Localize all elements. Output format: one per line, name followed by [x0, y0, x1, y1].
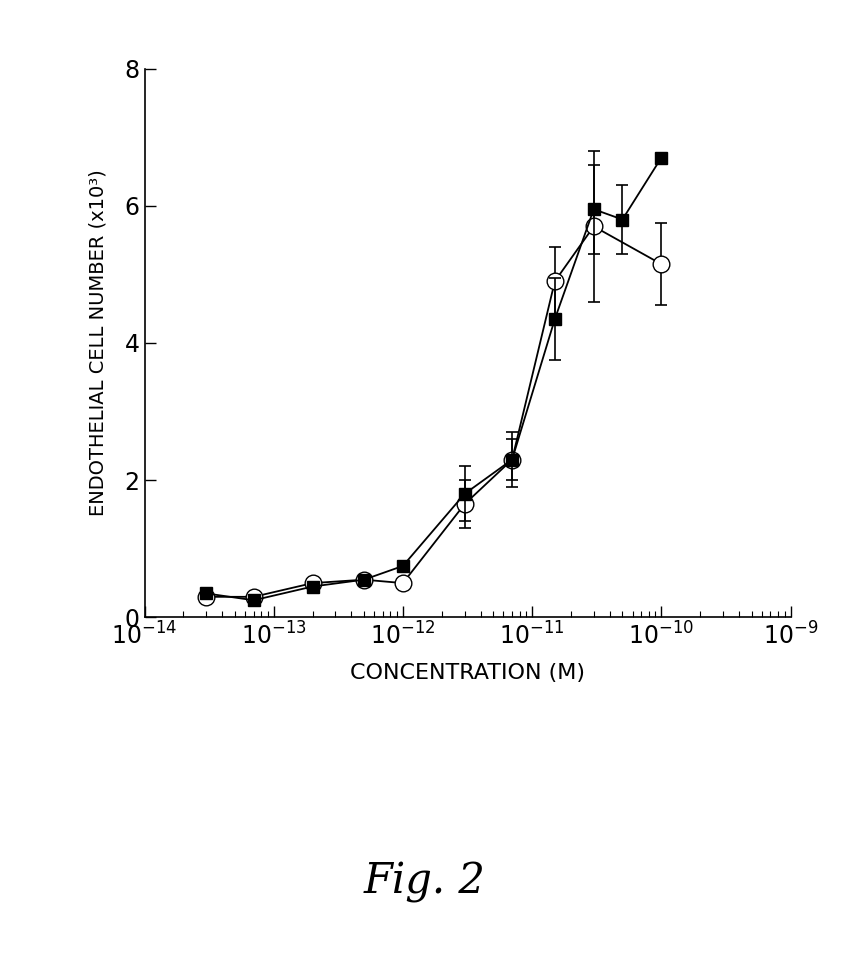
Y-axis label: ENDOTHELIAL CELL NUMBER (x10³): ENDOTHELIAL CELL NUMBER (x10³) — [89, 170, 108, 516]
Text: Fig. 2: Fig. 2 — [364, 861, 486, 903]
X-axis label: CONCENTRATION (M): CONCENTRATION (M) — [350, 663, 585, 683]
